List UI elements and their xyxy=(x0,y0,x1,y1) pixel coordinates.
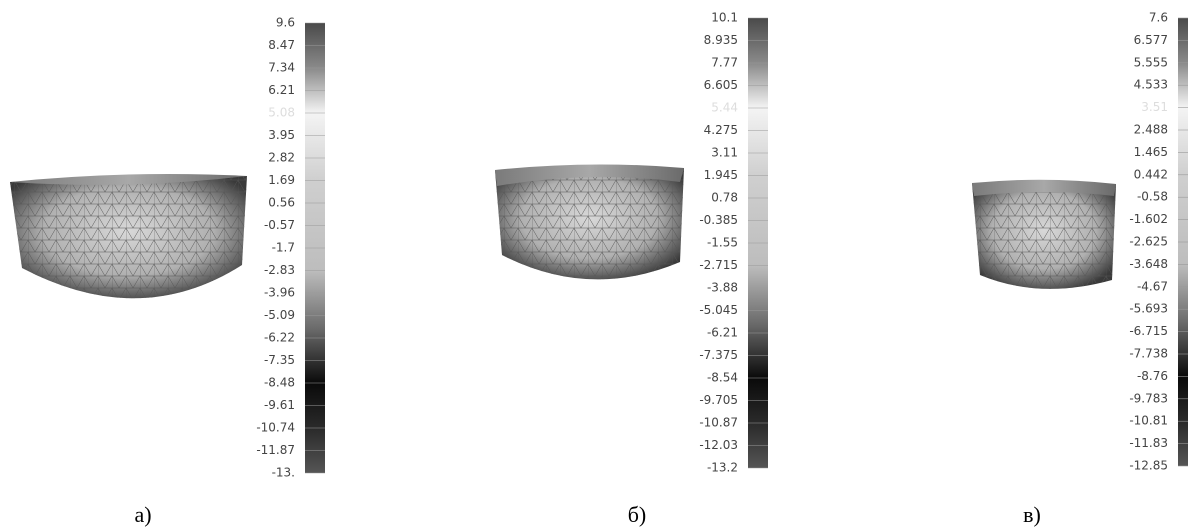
scale-label: -9.61 xyxy=(264,398,295,412)
scale-label: -8.76 xyxy=(1137,369,1168,383)
scale-label: -6.21 xyxy=(707,326,738,340)
scale-label: -11.83 xyxy=(1129,436,1168,450)
scale-label: 0.442 xyxy=(1134,167,1168,181)
scale-label: -2.83 xyxy=(264,263,295,277)
scale-label: -0.385 xyxy=(699,213,738,227)
scale-label: 7.6 xyxy=(1149,11,1168,25)
scale-label: 7.77 xyxy=(711,56,738,70)
panel-label: б) xyxy=(628,502,647,527)
scale-label: -10.74 xyxy=(256,421,295,435)
scale-label: -7.35 xyxy=(264,353,295,367)
scale-label: -6.22 xyxy=(264,331,295,345)
scale-label: 4.275 xyxy=(704,123,738,137)
scale-label: -3.648 xyxy=(1129,257,1168,271)
panel-label: в) xyxy=(1023,502,1041,527)
scale-label: 2.82 xyxy=(268,151,295,165)
scale-label: 2.488 xyxy=(1134,123,1168,137)
scale-label: -1.7 xyxy=(272,241,295,255)
scale-label: 3.95 xyxy=(268,128,295,142)
scale-label: -5.045 xyxy=(699,303,738,317)
scale-label: -5.693 xyxy=(1129,302,1168,316)
scale-label: -2.715 xyxy=(699,258,738,272)
scale-label: -0.58 xyxy=(1137,190,1168,204)
scale-label: 1.945 xyxy=(704,168,738,182)
scale-label: 8.935 xyxy=(704,33,738,47)
scale-label: 6.605 xyxy=(704,78,738,92)
scale-label: -8.54 xyxy=(707,371,738,385)
scale-label: -13. xyxy=(272,466,295,480)
scale-label: -13.2 xyxy=(707,461,738,475)
scale-label: 5.44 xyxy=(711,101,738,115)
scale-label: -0.57 xyxy=(264,218,295,232)
scale-label: -7.738 xyxy=(1129,347,1168,361)
scale-label: -3.96 xyxy=(264,286,295,300)
scale-label: 0.78 xyxy=(711,191,738,205)
scale-label: -2.625 xyxy=(1129,235,1168,249)
scale-label: 1.465 xyxy=(1134,145,1168,159)
scale-label: -10.81 xyxy=(1129,414,1168,428)
scale-label: -5.09 xyxy=(264,308,295,322)
scale-label: -12.03 xyxy=(699,438,738,452)
scale-label: 6.21 xyxy=(268,83,295,97)
scale-label: -1.602 xyxy=(1129,212,1168,226)
panel-label: а) xyxy=(134,502,151,527)
mesh-a xyxy=(10,174,247,298)
scale-label: -4.67 xyxy=(1137,279,1168,293)
scale-label: 8.47 xyxy=(268,38,295,52)
scale-label: -6.715 xyxy=(1129,324,1168,338)
scale-label: -8.48 xyxy=(264,376,295,390)
scale-label: 1.69 xyxy=(268,173,295,187)
scale-label: 3.51 xyxy=(1141,100,1168,114)
scale-label: -9.705 xyxy=(699,393,738,407)
scale-label: -10.87 xyxy=(699,416,738,430)
figure: 9.6 8.47 7.34 6.21 5.08 3.95 2.82 1.69 0.56 -0.57… xyxy=(0,0,1188,530)
scale-label: 0.56 xyxy=(268,196,295,210)
scale-label: -11.87 xyxy=(256,443,295,457)
scale-label: 6.577 xyxy=(1134,33,1168,47)
scale-label: 3.11 xyxy=(711,146,738,160)
scale-label: -1.55 xyxy=(707,236,738,250)
scale-label: -12.85 xyxy=(1129,459,1168,473)
scale-label: -3.88 xyxy=(707,281,738,295)
scale-label: 10.1 xyxy=(711,11,738,25)
scale-label: 7.34 xyxy=(268,61,295,75)
scale-label: 5.08 xyxy=(268,106,295,120)
scale-label: -9.783 xyxy=(1129,391,1168,405)
scale-label: 5.555 xyxy=(1134,55,1168,69)
scale-label: -7.375 xyxy=(699,348,738,362)
mesh-c xyxy=(972,180,1116,289)
scale-label: 9.6 xyxy=(276,16,295,30)
scale-label: 4.533 xyxy=(1134,78,1168,92)
mesh-b xyxy=(495,164,684,279)
